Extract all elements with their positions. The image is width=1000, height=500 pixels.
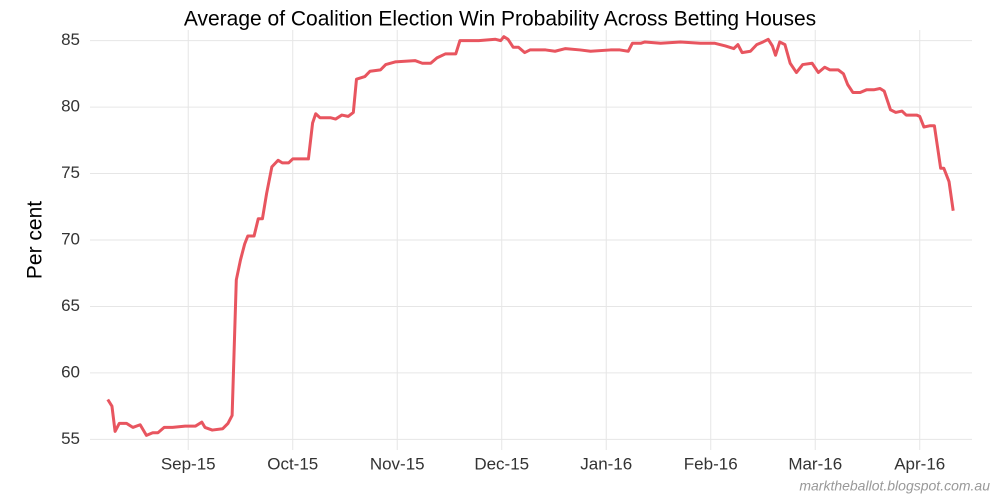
x-tick-label: Apr-16 (894, 454, 945, 473)
y-tick-label: 65 (61, 296, 80, 315)
data-line (106, 35, 955, 437)
x-tick-label: Sep-15 (161, 454, 216, 473)
x-tick-label: Oct-15 (267, 454, 318, 473)
x-tick-label: Jan-16 (580, 454, 632, 473)
y-tick-label: 60 (61, 362, 80, 381)
x-tick-label: Feb-16 (684, 454, 738, 473)
y-tick-label: 75 (61, 163, 80, 182)
chart-title: Average of Coalition Election Win Probab… (184, 8, 816, 31)
x-tick-label: Nov-15 (370, 454, 425, 473)
source-note: marktheballot.blogspot.com.au (799, 478, 990, 494)
x-tick-label: Mar-16 (788, 454, 842, 473)
y-tick-label: 80 (61, 97, 80, 116)
y-tick-label: 70 (61, 229, 80, 248)
y-tick-label: 55 (61, 429, 80, 448)
y-axis-label: Per cent (24, 201, 47, 279)
y-tick-label: 85 (61, 30, 80, 49)
x-tick-label: Dec-15 (474, 454, 529, 473)
